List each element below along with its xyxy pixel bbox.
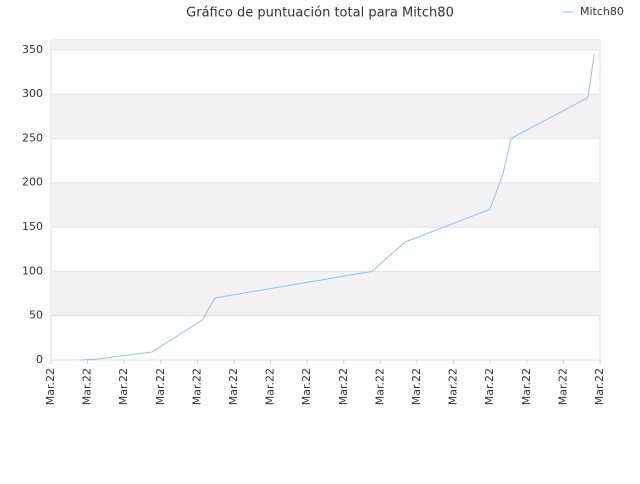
y-tick-label: 100: [22, 264, 43, 277]
data-line: [79, 54, 595, 361]
y-tick-label: 250: [22, 131, 43, 144]
x-tick-label: Mar.22: [154, 368, 167, 405]
x-tick-label: Mar.22: [44, 368, 57, 405]
grid-band: [51, 40, 600, 50]
grid-band: [51, 271, 600, 316]
grid-band: [51, 182, 600, 228]
y-tick-label: 150: [22, 220, 43, 233]
x-tick-label: Mar.22: [556, 368, 569, 405]
chart-title: Gráfico de puntuación total para Mitch80: [186, 6, 454, 21]
x-tick-label: Mar.22: [483, 368, 496, 405]
x-tick-label: Mar.22: [117, 368, 130, 405]
x-tick-label: Mar.22: [520, 368, 533, 405]
x-tick-label: Mar.22: [227, 368, 240, 405]
y-tick-label: 300: [22, 87, 43, 100]
x-tick-label: Mar.22: [447, 368, 460, 405]
y-tick-label: 50: [29, 309, 43, 322]
x-tick-label: Mar.22: [264, 368, 277, 405]
x-tick-label: Mar.22: [337, 368, 350, 405]
x-tick-label: Mar.22: [81, 368, 94, 405]
y-tick-label: 0: [36, 353, 43, 366]
x-tick-label: Mar.22: [190, 368, 203, 405]
x-tick-label: Mar.22: [300, 368, 313, 405]
x-tick-label: Mar.22: [410, 368, 423, 405]
y-tick-label: 200: [22, 176, 43, 189]
grid-band: [51, 94, 600, 139]
x-tick-label: Mar.22: [593, 368, 606, 405]
x-tick-label: Mar.22: [373, 368, 386, 405]
legend-label: Mitch80: [580, 5, 624, 18]
y-tick-label: 350: [22, 43, 43, 56]
